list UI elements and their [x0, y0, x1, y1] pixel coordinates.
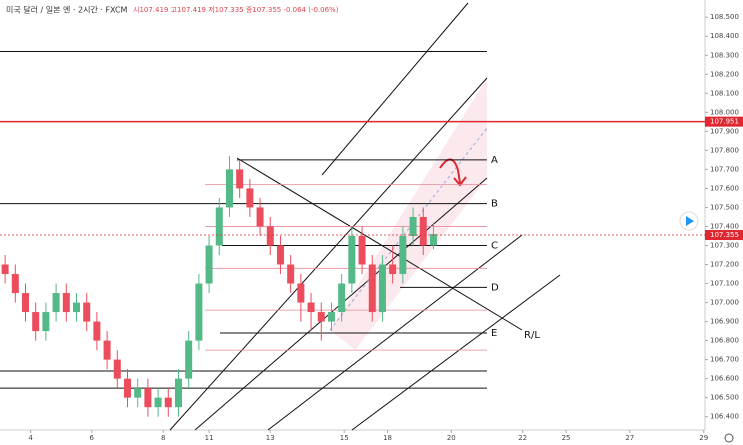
candle-body [93, 321, 101, 341]
y-tick-label: 107.900 [710, 127, 739, 135]
level-label: E [491, 328, 497, 339]
channel-line [321, 2, 469, 176]
candle-body [317, 312, 325, 322]
candle-body [307, 302, 315, 313]
candle-body [215, 207, 223, 246]
price-tag [705, 116, 743, 127]
level-label: D [491, 282, 499, 293]
candle-body [52, 293, 60, 313]
candle-body [358, 235, 366, 265]
candle-body [83, 302, 91, 322]
candle-body [287, 264, 295, 284]
candle-body [42, 312, 50, 332]
candle-body [389, 264, 397, 275]
y-tick-label: 107.000 [710, 299, 739, 307]
x-tick-label: 29 [699, 434, 708, 442]
candle-body [1, 264, 9, 275]
level-label: B [491, 199, 498, 210]
candle-body [11, 274, 19, 294]
candle-body [297, 283, 305, 303]
candle-body [195, 283, 203, 341]
y-tick-label: 106.800 [710, 337, 739, 345]
candle-body [276, 245, 284, 265]
y-tick-label: 106.600 [710, 375, 739, 383]
price-tag [705, 230, 743, 241]
settings-icon[interactable] [724, 433, 734, 443]
y-tick-label: 108.100 [710, 89, 739, 97]
candle-body [348, 235, 356, 284]
x-tick-label: 8 [161, 434, 165, 442]
x-tick-label: 6 [90, 434, 95, 442]
price-tag-label: 107.951 [710, 118, 739, 126]
y-tick-label: 107.100 [710, 280, 739, 288]
candle-body [62, 293, 70, 313]
candle-body [246, 188, 254, 208]
level-label: A [491, 155, 498, 166]
candle-body [32, 312, 40, 332]
candle-body [338, 283, 346, 313]
play-icon [686, 216, 694, 226]
candle-body [419, 216, 427, 246]
channel-line [351, 274, 561, 431]
candle-body [154, 397, 162, 408]
price-tag-label: 107.355 [710, 231, 739, 239]
x-tick-label: 22 [518, 434, 527, 442]
y-tick-label: 106.700 [710, 356, 739, 364]
y-tick-label: 107.400 [710, 222, 739, 230]
y-tick-label: 107.200 [710, 261, 739, 269]
candle-body [409, 216, 417, 236]
x-tick-label: 4 [28, 434, 33, 442]
candle-body [72, 302, 80, 313]
candle-body [164, 397, 172, 408]
candle-body [256, 207, 264, 227]
y-tick-label: 107.800 [710, 146, 739, 154]
y-tick-label: 108.500 [710, 13, 739, 21]
candle-body [205, 245, 213, 284]
candle-body [429, 234, 437, 246]
symbol: 미국 달러 / 일본 엔 · 2시간 · FXCM [6, 5, 128, 15]
median-line [329, 127, 488, 331]
level-label: C [491, 240, 498, 251]
candle-body [144, 388, 152, 408]
y-tick-label: 108.300 [710, 51, 739, 59]
y-tick-label: 106.900 [710, 318, 739, 326]
x-tick-label: 15 [340, 434, 349, 442]
candle-body [236, 169, 244, 189]
candle-body [134, 388, 142, 398]
candle-body [113, 359, 121, 379]
y-tick-label: 108.400 [710, 32, 739, 40]
x-tick-label: 13 [266, 434, 275, 442]
candle-body [123, 378, 131, 398]
candle-body [21, 293, 29, 313]
x-tick-label: 11 [205, 434, 214, 442]
y-tick-label: 107.600 [710, 184, 739, 192]
candle-body [174, 378, 182, 408]
candle-body [399, 235, 407, 275]
candle-body [378, 264, 386, 313]
candle-body [225, 169, 233, 208]
y-tick-label: 107.500 [710, 203, 739, 211]
y-tick-label: 107.300 [710, 241, 739, 249]
candle-body [185, 340, 193, 379]
y-tick-label: 108.200 [710, 70, 739, 78]
y-tick-label: 107.700 [710, 165, 739, 173]
channel-label: R/L [524, 330, 540, 341]
x-tick-label: 18 [383, 434, 392, 442]
ohlc: 시107.419 고107.419 저107.335 종107.355 -0.0… [133, 5, 339, 14]
x-tick-label: 27 [625, 434, 634, 442]
y-tick-label: 106.400 [710, 413, 739, 421]
candle-body [368, 264, 376, 313]
y-tick-label: 106.500 [710, 394, 739, 402]
x-tick-label: 20 [447, 434, 456, 442]
y-tick-label: 108.000 [710, 108, 739, 116]
candle-body [327, 312, 335, 322]
resistance-line [236, 157, 523, 331]
candle-body [103, 340, 111, 360]
x-tick-label: 25 [562, 434, 571, 442]
candle-body [266, 226, 274, 246]
